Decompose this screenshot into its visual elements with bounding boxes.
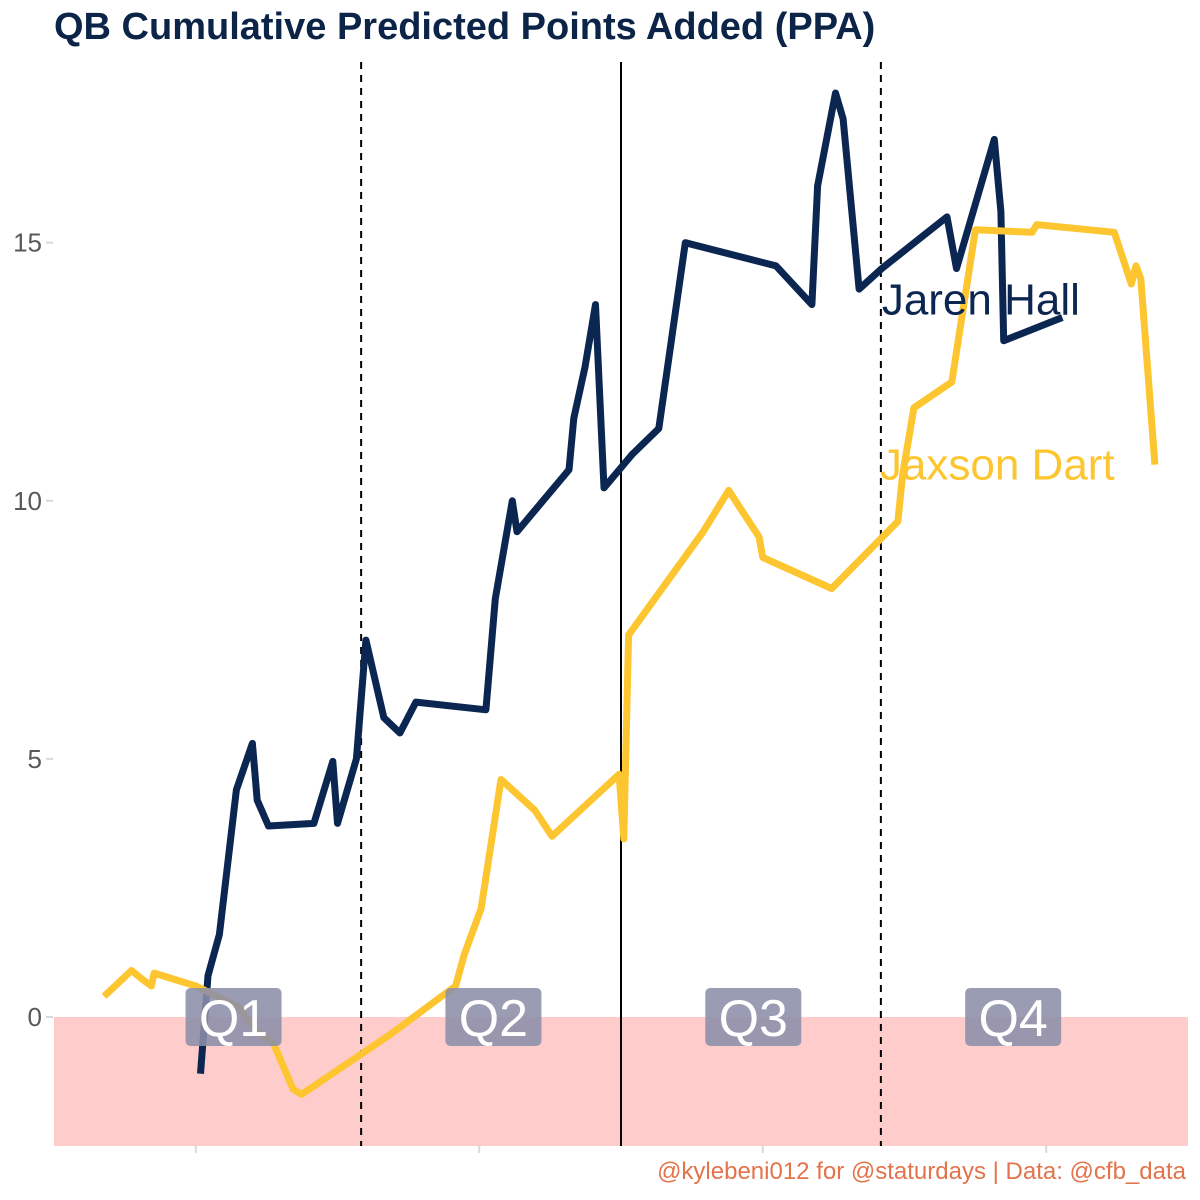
y-tick-label: 15 [13, 228, 42, 258]
quarter-label: Q1 [199, 990, 268, 1048]
quarter-label: Q4 [978, 990, 1047, 1048]
quarter-label-box [965, 987, 1062, 1046]
series-line-jaxson-dart [101, 221, 1159, 1098]
quarter-label-layer: Q1 Q2 Q3 Q4 [185, 987, 1062, 1048]
chart-title: QB Cumulative Predicted Points Added (PP… [54, 6, 876, 48]
series-label-layer: Jaren Hall Jaxson Dart [880, 275, 1115, 489]
series-layer [101, 89, 1159, 1098]
quarter-label: Q2 [459, 990, 528, 1048]
series-line-jaren-hall [197, 89, 1064, 1074]
series-label-jaxson-dart: Jaxson Dart [880, 441, 1115, 490]
y-tick-label: 5 [28, 744, 42, 774]
y-tick-label: 10 [13, 486, 42, 516]
y-tick-label: 0 [28, 1002, 42, 1032]
quarter-label: Q3 [719, 990, 788, 1048]
chart-caption: @kylebeni012 for @staturdays | Data: @cf… [657, 1158, 1186, 1185]
quarter-label-box [445, 987, 542, 1046]
axis-layer: 0 5 10 15 [13, 62, 1048, 1153]
series-label-jaren-hall: Jaren Hall [882, 275, 1080, 324]
quarter-label-box [705, 987, 802, 1046]
quarter-label-box [185, 987, 282, 1046]
